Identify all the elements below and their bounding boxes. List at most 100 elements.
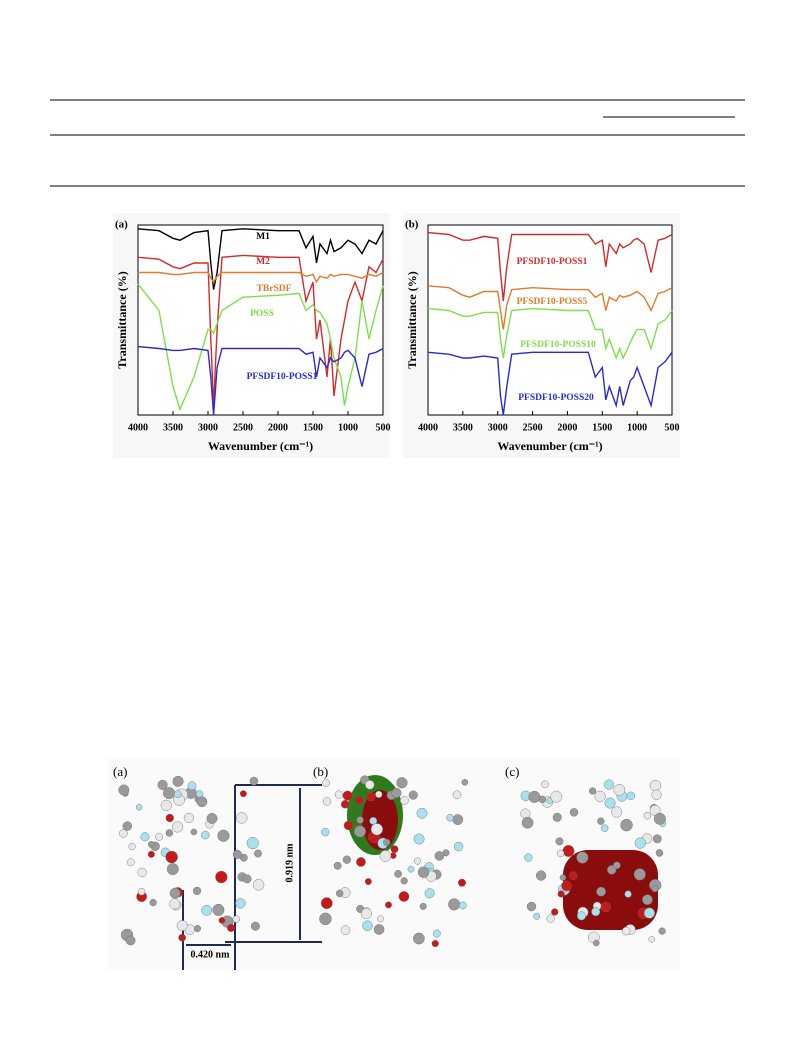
atom — [561, 880, 572, 892]
atom — [227, 923, 236, 932]
atom — [408, 790, 418, 800]
atom — [651, 885, 659, 893]
atom — [458, 878, 466, 887]
atom — [356, 816, 364, 824]
x-tick-label: 2000 — [268, 422, 288, 433]
atom — [394, 870, 402, 878]
panel-label: (b) — [405, 219, 419, 231]
series-label: PFSDF10-POSS1 — [247, 372, 318, 382]
atom — [528, 790, 541, 803]
atom — [178, 933, 186, 942]
atom — [206, 812, 218, 824]
atom — [658, 927, 666, 935]
atom — [591, 907, 601, 917]
atom — [431, 940, 439, 948]
atom — [147, 850, 155, 858]
atom — [521, 816, 534, 829]
atom — [589, 787, 597, 795]
atom — [520, 808, 531, 819]
atom — [434, 851, 445, 861]
atom — [546, 914, 555, 923]
y-axis-title: Transmittance (%) — [115, 271, 129, 368]
atom — [342, 855, 352, 864]
x-axis-title: Wavenumber (cm⁻¹) — [497, 439, 602, 453]
atom — [413, 932, 425, 945]
x-tick-label: 3500 — [453, 422, 473, 433]
atom — [217, 829, 230, 842]
atom — [577, 911, 586, 921]
atom — [541, 780, 549, 789]
atom — [165, 813, 174, 823]
x-tick-label: 4000 — [418, 422, 438, 433]
atom — [125, 935, 136, 946]
atom — [555, 837, 564, 846]
atom — [600, 901, 611, 913]
atom — [193, 886, 202, 895]
atom — [201, 905, 213, 916]
atom — [414, 857, 422, 865]
atom — [620, 818, 633, 832]
atom — [249, 776, 259, 786]
x-tick-label: 500 — [665, 422, 680, 433]
spectrum-line — [427, 307, 673, 361]
atom — [187, 781, 197, 791]
panel-label: (a) — [115, 219, 128, 231]
atom — [643, 907, 655, 919]
atom — [551, 908, 559, 916]
atom — [169, 898, 181, 910]
atom — [157, 779, 168, 790]
atom — [254, 849, 262, 858]
atom — [550, 790, 563, 803]
atom — [624, 890, 632, 898]
atom — [126, 858, 135, 867]
panel-label: (c) — [505, 764, 519, 779]
atom — [340, 925, 351, 935]
atom — [166, 863, 179, 876]
atom — [334, 790, 344, 799]
dimension-label: 0.919 nm — [284, 843, 295, 883]
atom — [343, 820, 354, 831]
atom — [552, 812, 562, 822]
atom — [235, 898, 246, 909]
atom — [643, 812, 651, 820]
atom — [356, 857, 366, 867]
atom — [576, 851, 589, 864]
x-tick-label: 4000 — [128, 422, 148, 433]
atom — [246, 837, 259, 850]
atom — [340, 800, 350, 809]
atom — [149, 899, 157, 907]
atom — [335, 889, 344, 898]
atom — [215, 870, 228, 884]
atom — [169, 887, 181, 899]
atom — [183, 812, 194, 824]
atom — [232, 849, 242, 859]
atom — [171, 821, 184, 833]
atom — [333, 861, 342, 870]
spectrum-line — [137, 283, 384, 412]
atom — [365, 780, 375, 790]
atom — [417, 866, 430, 878]
atom — [190, 828, 198, 836]
atom — [533, 912, 541, 920]
series-label: PFSDF10-POSS5 — [517, 297, 588, 307]
series-label: PFSDF10-POSS20 — [518, 393, 594, 403]
atom — [128, 843, 136, 851]
spectrum-line — [427, 285, 673, 330]
x-tick-label: 3000 — [488, 422, 508, 433]
series-label: TBrSDF — [257, 284, 292, 294]
x-tick-label: 3500 — [163, 422, 183, 433]
atom — [321, 827, 330, 837]
spectrum-line — [137, 254, 384, 406]
atom — [366, 792, 376, 802]
atom — [569, 808, 579, 817]
atom — [557, 890, 565, 898]
atom — [391, 787, 402, 798]
x-tick-label: 3000 — [198, 422, 218, 433]
atom — [568, 871, 578, 880]
atom — [652, 834, 662, 844]
atom — [201, 830, 210, 840]
atom — [385, 901, 392, 909]
atom — [593, 939, 600, 947]
atom — [362, 920, 373, 931]
